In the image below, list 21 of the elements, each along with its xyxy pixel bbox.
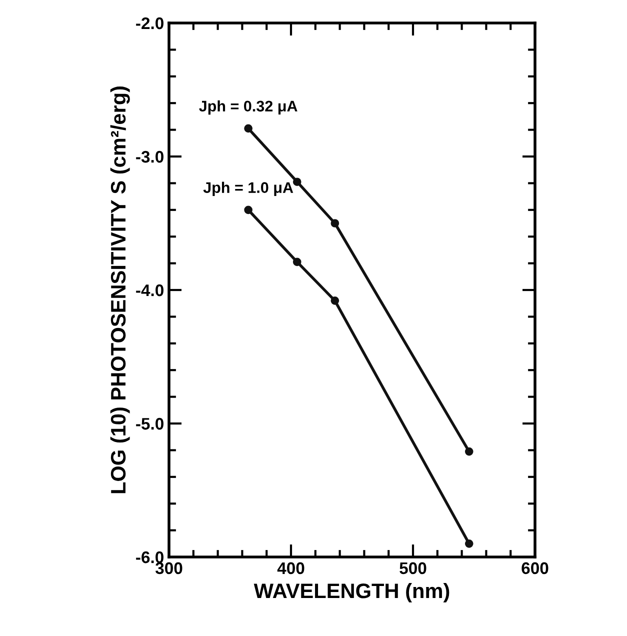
point [292, 258, 302, 266]
point [330, 296, 340, 305]
x-tick-label: 400 [277, 562, 304, 574]
y-tick-label: -2.0 [136, 17, 164, 30]
y-tick-label: -6.0 [136, 551, 164, 564]
series-label: Jph = 1.0 μA [203, 182, 294, 196]
point [464, 447, 474, 456]
x-tick-label: 500 [400, 562, 426, 574]
x-axis-title: WAVELENGTH (nm) [254, 582, 450, 602]
y-tick-label: -3.0 [136, 150, 164, 163]
point [464, 539, 474, 548]
point [244, 206, 252, 214]
series-label: Jph = 0.32 μA [199, 100, 298, 115]
y-tick-label: -4.0 [136, 284, 164, 296]
point [330, 219, 340, 228]
y-axis-title: LOG (10) PHOTOSENSITIVITY S (cm²/erg) [110, 86, 130, 494]
point [244, 124, 252, 133]
y-tick-label: -5.0 [136, 418, 164, 430]
point [292, 178, 302, 186]
x-tick-label: 600 [522, 562, 548, 574]
x-tick-label: 300 [155, 562, 182, 574]
